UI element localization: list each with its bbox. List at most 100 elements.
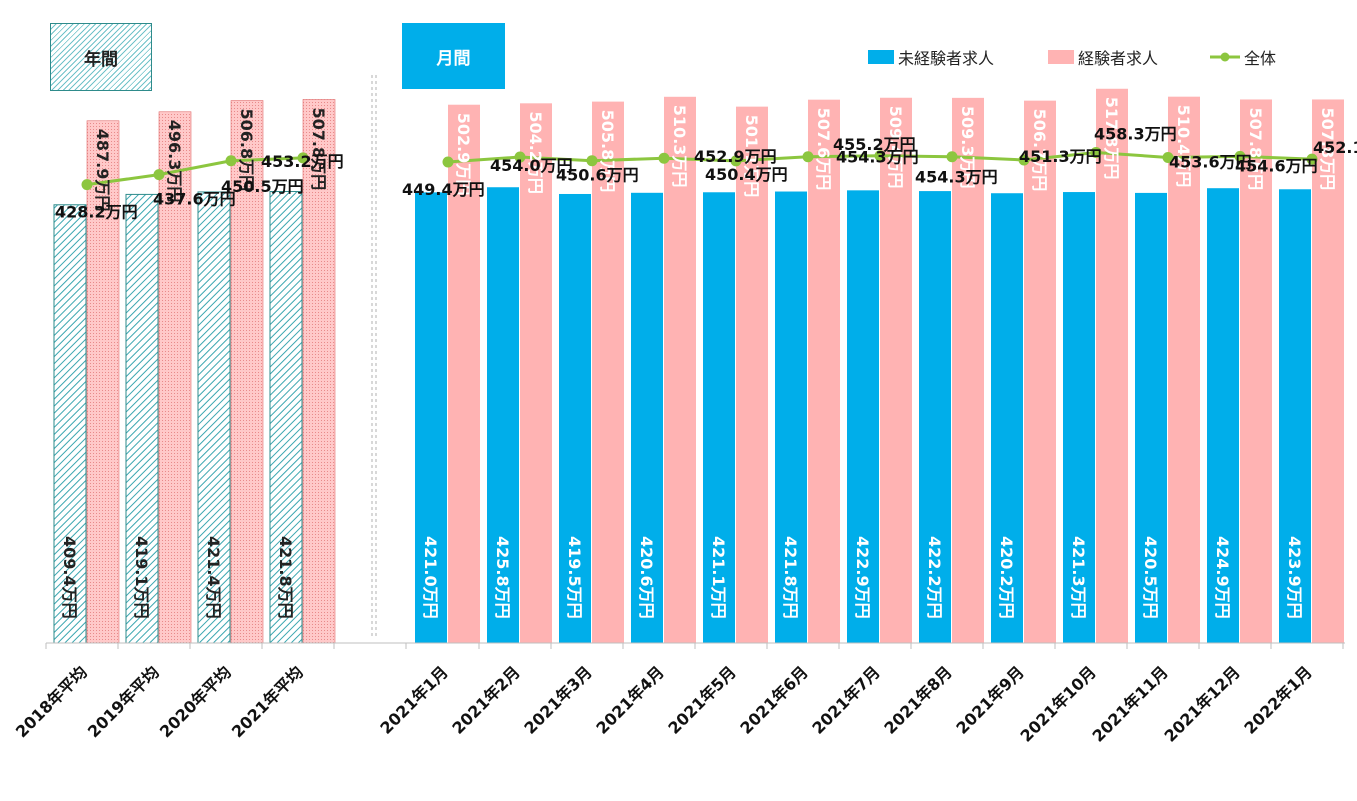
label-experienced: 509.3万円 [958, 106, 977, 189]
label-overall: 450.4万円 [705, 165, 788, 184]
bar-experienced [448, 104, 480, 643]
label-overall: 428.2万円 [55, 203, 138, 222]
annual-panel-label: 年間 [50, 23, 152, 91]
label-inexperienced: 424.9万円 [1213, 536, 1232, 619]
label-overall: 449.4万円 [402, 180, 485, 199]
label-inexperienced: 420.5万円 [1141, 536, 1160, 619]
label-overall: 454.0万円 [490, 156, 573, 175]
bar-experienced [664, 96, 696, 644]
legend-item-inexperienced: 未経験者求人 [868, 45, 994, 69]
bar-inexperienced [1135, 192, 1167, 644]
bar-inexperienced [847, 190, 879, 643]
label-inexperienced: 423.9万円 [1285, 536, 1304, 619]
label-inexperienced: 421.1万円 [709, 536, 728, 619]
label-overall: 453.6万円 [1169, 152, 1252, 171]
x-tick-label: 2021年7月 [808, 662, 883, 737]
label-overall: 458.3万円 [1094, 124, 1177, 143]
x-tick-label: 2019年平均 [84, 662, 163, 741]
legend-item-overall: 全体 [1210, 45, 1276, 69]
label-experienced: 507.8万円 [1246, 107, 1265, 190]
label-inexperienced: 420.6万円 [637, 536, 656, 619]
label-overall: 454.3万円 [915, 168, 998, 187]
overall-point [1162, 151, 1174, 163]
x-tick-label: 2021年10月 [1017, 662, 1100, 745]
overall-point [1018, 154, 1030, 166]
label-inexperienced: 421.0万円 [421, 536, 440, 619]
label-experienced: 507.8万円 [1318, 107, 1337, 190]
bar-experienced [230, 100, 264, 644]
bar-inexperienced [631, 192, 663, 643]
bar-experienced [1240, 99, 1272, 643]
label-overall: 453.2万円 [261, 152, 344, 171]
label-experienced: 502.9万円 [454, 113, 473, 196]
label-inexperienced: 421.8万円 [276, 536, 295, 619]
label-inexperienced: 419.1万円 [132, 536, 151, 619]
bar-inexperienced [1063, 192, 1095, 643]
label-inexperienced: 421.4万円 [204, 536, 223, 619]
x-tick-label: 2021年6月 [736, 662, 811, 737]
monthly-panel-label: 月間 [402, 23, 505, 89]
overall-point [297, 152, 309, 164]
label-experienced: 504.2万円 [526, 111, 545, 194]
bar-experienced [86, 120, 120, 644]
bar-inexperienced [487, 187, 519, 643]
x-tick-label: 2021年8月 [880, 662, 955, 737]
x-tick-label: 2021年2月 [448, 662, 523, 737]
bar-inexperienced [415, 192, 447, 643]
label-experienced: 506.8万円 [237, 109, 256, 192]
label-inexperienced: 409.4万円 [60, 536, 79, 619]
bar-inexperienced [559, 193, 591, 644]
legend-label-overall: 全体 [1244, 49, 1277, 68]
legend-label-experienced: 経験者求人 [1078, 49, 1159, 68]
bar-inexperienced [775, 191, 807, 644]
label-inexperienced: 422.2万円 [925, 536, 944, 619]
x-tick-label: 2021年3月 [520, 662, 595, 737]
legend-swatch-inexperienced [868, 50, 894, 64]
overall-point [1234, 150, 1246, 162]
overall-point [658, 152, 670, 164]
legend-item-experienced: 経験者求人 [1048, 45, 1158, 69]
label-overall: 454.6万円 [1235, 156, 1318, 175]
label-experienced: 509.4万円 [886, 106, 905, 189]
x-tick-label: 2021年9月 [952, 662, 1027, 737]
bar-experienced [302, 99, 336, 644]
bar-experienced [736, 106, 768, 644]
overall-point [1090, 146, 1102, 158]
label-experienced: 505.8万円 [598, 110, 617, 193]
bar-experienced [1168, 96, 1200, 643]
overall-line [86, 156, 304, 187]
label-experienced: 487.9万円 [93, 129, 112, 212]
label-overall: 452.1万円 [1313, 138, 1357, 157]
x-tick-label: 2021年5月 [664, 662, 739, 737]
bar-experienced [592, 101, 624, 643]
label-overall: 455.2万円 [833, 135, 916, 154]
bar-experienced [808, 99, 840, 644]
overall-point [81, 179, 93, 191]
legend-swatch-experienced [1048, 50, 1074, 64]
bar-inexperienced [197, 191, 231, 644]
label-inexperienced: 425.8万円 [493, 536, 512, 619]
overall-point [946, 151, 958, 163]
label-inexperienced: 421.3万円 [1069, 536, 1088, 619]
label-experienced: 501.1万円 [742, 115, 761, 198]
bar-experienced [1024, 100, 1056, 644]
bar-inexperienced [1279, 189, 1311, 643]
x-tick-label: 2021年11月 [1089, 662, 1172, 745]
label-experienced: 496.3万円 [165, 120, 184, 203]
overall-point [442, 156, 454, 168]
overall-point [225, 155, 237, 167]
x-tick-label: 2018年平均 [12, 662, 91, 741]
label-experienced: 506.7万円 [1030, 109, 1049, 192]
overall-point [1306, 153, 1318, 165]
label-inexperienced: 422.9万円 [853, 536, 872, 619]
overall-point [514, 151, 526, 163]
bar-experienced [1312, 99, 1344, 643]
label-overall: 450.6万円 [556, 166, 639, 185]
label-overall: 454.3万円 [836, 148, 919, 167]
bar-experienced [880, 97, 912, 643]
label-experienced: 517.8万円 [1102, 97, 1121, 180]
label-overall: 450.5万円 [221, 177, 304, 196]
bar-inexperienced [703, 192, 735, 644]
legend-label-inexperienced: 未経験者求人 [898, 49, 995, 68]
x-tick-label: 2021年12月 [1161, 662, 1244, 745]
